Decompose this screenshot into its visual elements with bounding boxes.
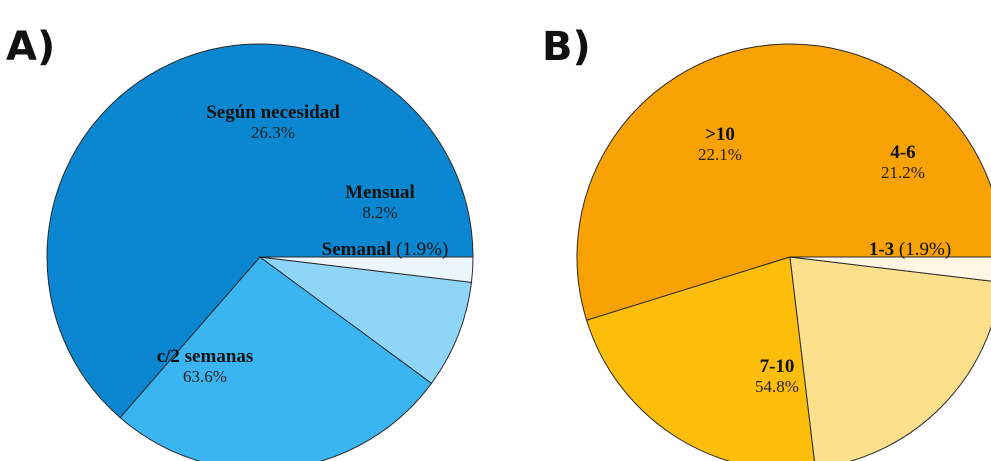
slice-name-a-0: c/2 semanas: [157, 346, 254, 367]
slice-name-a-2: Mensual: [345, 182, 415, 203]
slice-pct-b-2: 21.2%: [881, 163, 925, 182]
slice-name-a-1: Según necesidad: [206, 102, 340, 123]
slice-pct-a-0: 63.6%: [183, 367, 227, 386]
pie-slice-b-1: [585, 256, 815, 461]
panel-label-a: A): [6, 24, 55, 70]
slice-pct-b-1: 22.1%: [698, 145, 742, 164]
slice-name-b-1: >10: [705, 124, 735, 145]
slice-pct-a-2: 8.2%: [362, 203, 397, 222]
pie-slice-a-0: [46, 43, 474, 419]
slice-pct-b-0: 54.8%: [755, 377, 799, 396]
pie-slice-b-3: [789, 256, 991, 282]
slice-pct-b-3: (1.9%): [894, 239, 951, 260]
pie-slice-a-2: [258, 256, 473, 384]
slice-label-b-3: 1-3 (1.9%): [869, 239, 951, 260]
slice-name-b-2: 4-6: [890, 142, 915, 163]
slice-pct-a-3: (1.9%): [391, 239, 448, 260]
pie-slice-b-0: [576, 43, 991, 321]
pie-slice-b-2: [789, 256, 991, 461]
slice-name-b-0: 7-10: [760, 356, 795, 377]
slice-pct-a-1: 26.3%: [251, 123, 295, 142]
slice-name-b-3: 1-3: [869, 239, 894, 260]
slice-name-a-3: Semanal: [322, 239, 392, 260]
slice-label-a-3: Semanal (1.9%): [322, 239, 449, 260]
pie-slice-a-1: [119, 256, 433, 461]
pie-slice-a-3: [259, 256, 474, 283]
panel-label-b: B): [542, 24, 591, 70]
